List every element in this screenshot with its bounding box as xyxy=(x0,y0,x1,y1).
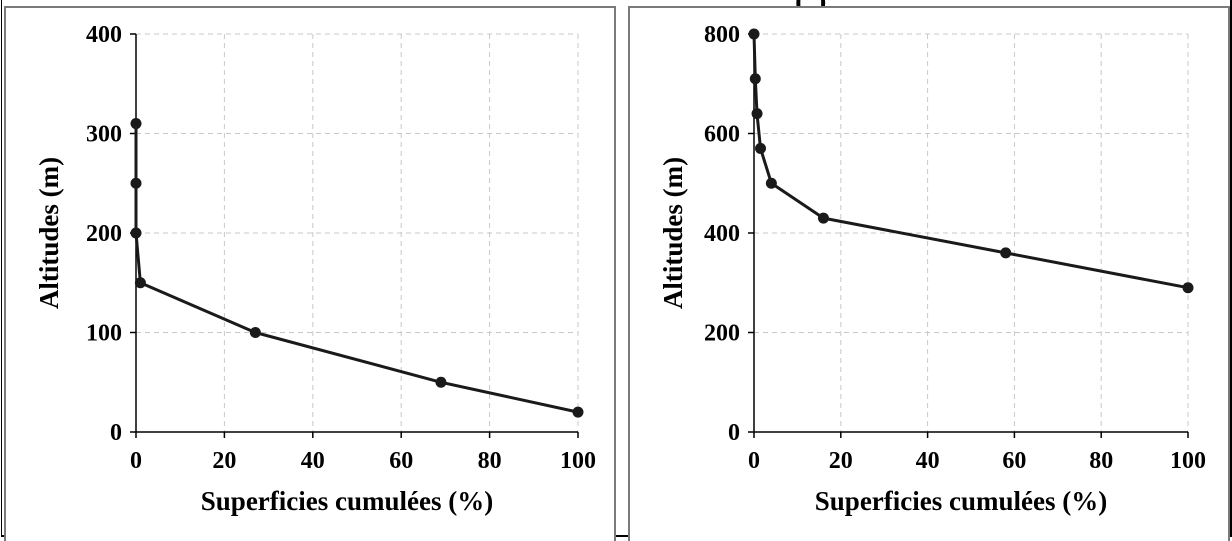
data-point xyxy=(572,406,584,418)
x-tick-label: 20 xyxy=(212,448,236,474)
grid xyxy=(136,33,579,432)
x-tick-label: 40 xyxy=(916,448,940,474)
x-tick-label: 60 xyxy=(1002,448,1026,474)
data-point xyxy=(435,376,447,388)
x-tick-label: 100 xyxy=(560,448,596,474)
y-tick-label: 200 xyxy=(86,221,122,247)
x-tick-label: 0 xyxy=(130,448,142,474)
x-tick-label: 20 xyxy=(829,448,853,474)
grid xyxy=(754,33,1189,432)
chart-panel-left: 0 100 200 300 400 0 20 40 60 80 100 Superficies cum… xyxy=(4,6,616,541)
data-point xyxy=(751,108,763,120)
x-tick-label: 80 xyxy=(1089,448,1113,474)
y-tick-label: 400 xyxy=(704,221,740,247)
data-point xyxy=(134,277,146,289)
chart-right: 0 200 400 600 800 0 20 40 60 80 100 Superficies cum… xyxy=(658,22,1206,516)
x-tick-label: 60 xyxy=(389,448,413,474)
y-tick-label: 300 xyxy=(86,122,122,148)
chart-panel-right: 0 200 400 600 800 0 20 40 60 80 100 Superficies cum… xyxy=(628,6,1230,541)
series-line xyxy=(134,123,579,414)
x-tick-label: 100 xyxy=(1170,448,1206,474)
x-tick-label: 80 xyxy=(478,448,502,474)
data-point xyxy=(249,327,261,338)
y-tick-label: 0 xyxy=(110,420,122,446)
y-tick-label: 400 xyxy=(86,22,122,48)
data-point xyxy=(130,118,142,130)
x-tick-label: 0 xyxy=(748,448,760,474)
data-point xyxy=(817,212,829,224)
y-tick-label: 0 xyxy=(728,420,740,446)
x-axis-title: Superficies cumulées (%) xyxy=(815,486,1107,516)
y-axis-title: Altitudes (m) xyxy=(658,157,688,309)
y-tick-label: 100 xyxy=(86,321,122,347)
x-tick-label: 40 xyxy=(301,448,325,474)
y-axis-title: Altitudes (m) xyxy=(34,157,64,309)
data-point xyxy=(1182,282,1194,294)
x-axis-title: Superficies cumulées (%) xyxy=(201,486,493,516)
y-tick-label: 800 xyxy=(704,22,740,48)
data-point xyxy=(755,142,767,154)
data-point xyxy=(130,177,142,189)
data-point xyxy=(765,177,777,189)
data-point xyxy=(749,73,761,85)
y-tick-label: 600 xyxy=(704,122,740,148)
series-line xyxy=(752,33,1189,290)
y-tick-label: 200 xyxy=(704,321,740,347)
data-point xyxy=(1000,247,1012,259)
data-point xyxy=(748,28,760,40)
chart-left: 0 100 200 300 400 0 20 40 60 80 100 Superficies cum… xyxy=(34,22,596,516)
data-point xyxy=(130,227,142,239)
